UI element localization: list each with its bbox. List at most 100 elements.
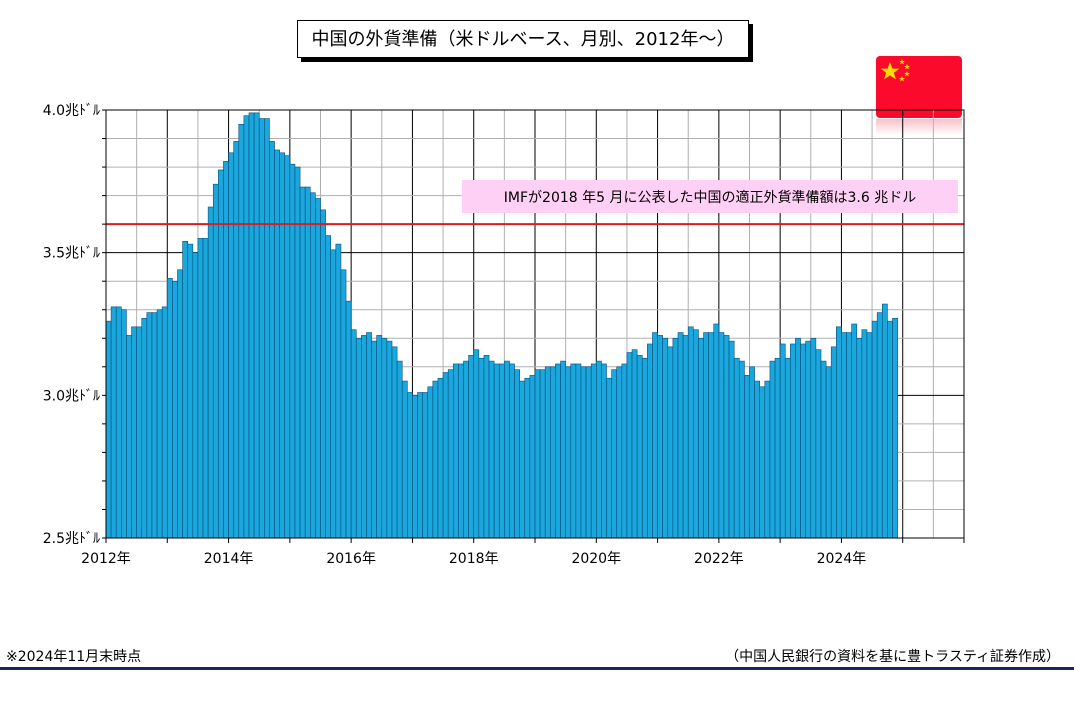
bar	[350, 329, 357, 539]
bar	[442, 372, 449, 539]
bar	[647, 343, 653, 539]
chart-title: 中国の外貨準備（米ドルベース、月別、2012年～）	[297, 20, 749, 58]
bar	[524, 377, 531, 539]
bar	[161, 306, 168, 539]
bar	[749, 366, 755, 539]
x-tick-label: 2016年	[326, 551, 376, 567]
bar	[386, 340, 393, 539]
bar	[340, 269, 347, 539]
bar	[738, 360, 745, 539]
bar	[330, 249, 337, 539]
bar	[335, 243, 342, 539]
bar	[846, 332, 852, 539]
bar	[708, 332, 715, 539]
bar	[529, 375, 536, 539]
bar	[892, 317, 898, 539]
bar	[187, 243, 194, 539]
bar	[345, 300, 352, 539]
bar	[805, 340, 812, 539]
bar	[759, 386, 766, 539]
annotation-text: IMFが2018 年5 月に公表した中国の適正外貨準備額は3.6 兆ドル	[504, 189, 916, 206]
bar	[861, 329, 868, 539]
bar	[555, 363, 561, 539]
bar	[151, 312, 158, 539]
bar	[141, 317, 148, 539]
bar	[432, 380, 439, 539]
x-tick-label: 2014年	[204, 551, 254, 567]
bar	[458, 363, 464, 539]
bar	[539, 369, 546, 539]
bar	[105, 320, 112, 539]
bar	[121, 309, 127, 539]
bar	[728, 340, 735, 539]
bar	[631, 349, 638, 539]
bar	[693, 329, 699, 539]
bar	[279, 152, 286, 539]
bar	[473, 349, 480, 539]
bar	[264, 118, 270, 539]
bar	[672, 337, 679, 539]
bar	[197, 238, 204, 539]
bar	[166, 278, 173, 539]
flag-reflection	[876, 119, 962, 135]
bar	[851, 323, 858, 539]
bar	[687, 326, 694, 539]
bar	[560, 360, 566, 539]
bar	[601, 363, 607, 539]
bar	[243, 115, 250, 539]
bar	[856, 337, 863, 539]
flag-small-star	[904, 64, 910, 70]
bar	[391, 346, 398, 539]
bar	[820, 360, 827, 539]
bar	[412, 395, 418, 539]
bar	[110, 306, 117, 539]
x-tick-label: 2020年	[571, 551, 621, 567]
bar	[376, 335, 383, 539]
bar	[825, 366, 832, 539]
bar	[422, 392, 429, 539]
bar	[636, 355, 643, 539]
bar	[595, 360, 602, 539]
bar	[299, 186, 306, 539]
bar	[662, 337, 669, 539]
bar	[565, 366, 572, 539]
bar	[223, 161, 229, 539]
bar	[463, 360, 469, 539]
bar	[810, 337, 817, 539]
bar	[570, 363, 577, 539]
bar	[304, 186, 311, 539]
bar	[790, 343, 796, 539]
y-tick-label: 3.5兆ﾄﾞﾙ	[43, 246, 100, 262]
flag-small-star	[904, 71, 910, 77]
bar	[641, 357, 648, 539]
bar	[713, 323, 720, 539]
bar	[652, 332, 658, 539]
bar	[468, 355, 475, 539]
bar	[136, 326, 143, 539]
bar	[401, 380, 408, 539]
bar	[478, 357, 485, 539]
y-axis: 4.0兆ﾄﾞﾙ 3.5兆ﾄﾞﾙ 3.0兆ﾄﾞﾙ 2.5兆ﾄﾞﾙ	[43, 103, 106, 547]
bar	[407, 392, 413, 539]
bar	[514, 369, 520, 539]
bar	[233, 141, 240, 539]
bar	[427, 386, 434, 539]
bar	[606, 377, 612, 539]
bar	[754, 380, 761, 539]
bar	[207, 206, 214, 539]
reserves-chart: IMFが2018 年5 月に公表した中国の適正外貨準備額は3.6 兆ドル 4.0…	[43, 103, 965, 567]
bar	[585, 366, 592, 539]
bar	[417, 392, 423, 539]
bar	[550, 366, 556, 539]
bar	[519, 380, 526, 539]
bar	[657, 335, 663, 539]
bar	[626, 352, 633, 539]
bar	[718, 332, 725, 539]
flag-small-star	[899, 59, 905, 65]
bar	[779, 343, 786, 539]
bar	[744, 375, 750, 539]
flag-big-star	[880, 62, 900, 80]
bar	[784, 357, 791, 539]
bar	[509, 363, 515, 539]
bar	[289, 163, 296, 539]
